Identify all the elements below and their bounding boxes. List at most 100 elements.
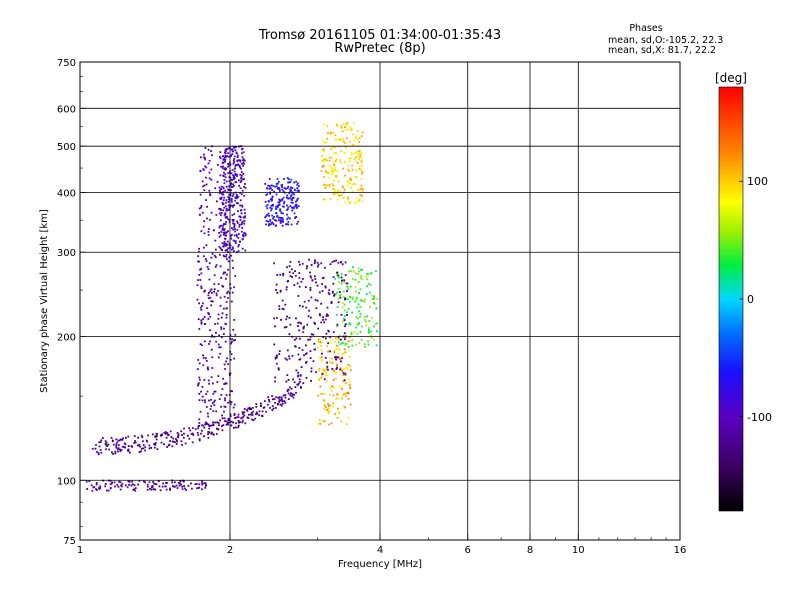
data-point [322, 140, 325, 143]
data-point [232, 219, 235, 221]
data-point [231, 148, 234, 151]
data-point [240, 193, 243, 196]
data-point [287, 197, 290, 200]
data-point [189, 429, 192, 432]
data-point [306, 323, 309, 326]
data-point [278, 350, 281, 353]
data-point [339, 191, 342, 193]
data-point [331, 183, 334, 185]
data-point [235, 422, 237, 425]
data-point [271, 189, 273, 191]
data-point [119, 450, 122, 453]
data-point [355, 326, 358, 329]
data-point [219, 219, 222, 222]
data-point [285, 288, 288, 291]
data-point [275, 185, 278, 188]
data-point [281, 400, 284, 403]
data-point [223, 196, 226, 199]
data-point [337, 341, 340, 343]
data-point [280, 398, 283, 401]
data-point [260, 404, 262, 407]
data-point [231, 390, 233, 393]
data-point [280, 220, 283, 222]
data-point [168, 443, 171, 446]
data-point [148, 444, 151, 447]
data-point [295, 180, 298, 183]
data-point [289, 323, 292, 326]
data-point [279, 219, 282, 221]
data-point [140, 450, 142, 453]
data-point [343, 309, 346, 312]
data-point [364, 298, 366, 301]
data-point [203, 156, 206, 159]
data-point [347, 298, 349, 300]
data-point [296, 187, 299, 190]
data-point [138, 443, 141, 446]
data-point [134, 489, 137, 492]
data-point [323, 158, 325, 161]
data-point [230, 237, 233, 240]
data-point [217, 313, 220, 316]
data-point [360, 184, 363, 187]
data-point [276, 274, 279, 276]
data-point [320, 321, 323, 324]
data-point [228, 185, 231, 188]
data-point [269, 220, 272, 223]
data-point [327, 314, 330, 317]
data-point [335, 368, 338, 370]
data-point [157, 480, 160, 483]
data-point [299, 304, 301, 307]
data-point [293, 338, 296, 341]
data-point [358, 168, 361, 170]
data-point [146, 488, 149, 491]
data-point [219, 265, 222, 268]
data-point [339, 338, 342, 341]
data-point [266, 203, 269, 206]
data-point [225, 242, 227, 245]
data-point [216, 181, 219, 183]
data-point [335, 192, 338, 195]
data-point [238, 225, 241, 228]
data-point [305, 376, 308, 379]
data-point [279, 273, 282, 276]
data-point [207, 234, 210, 236]
data-point [217, 422, 220, 424]
data-point [340, 194, 343, 197]
data-point [140, 447, 143, 450]
data-point [275, 362, 278, 365]
data-point [278, 219, 280, 222]
data-point [224, 420, 226, 422]
data-point [359, 194, 362, 196]
data-point [287, 280, 290, 282]
data-point [227, 260, 230, 263]
data-point [223, 271, 225, 274]
data-point [351, 168, 354, 171]
data-point [331, 385, 334, 387]
data-point [177, 433, 180, 436]
data-point [276, 291, 279, 294]
data-point [338, 334, 341, 337]
data-point [200, 308, 203, 311]
data-point [231, 291, 234, 294]
data-point [283, 178, 285, 180]
data-point [231, 194, 234, 197]
data-point [98, 488, 101, 490]
data-point [201, 302, 204, 305]
data-point [180, 430, 183, 433]
data-point [196, 298, 199, 301]
data-point [354, 278, 357, 281]
data-point [274, 356, 277, 359]
data-point [234, 173, 237, 175]
data-point [218, 346, 221, 349]
data-point [370, 272, 373, 275]
data-point [201, 180, 204, 183]
data-point [339, 159, 342, 161]
data-point [337, 193, 340, 196]
data-point [356, 317, 359, 320]
data-point [229, 177, 232, 179]
data-point [141, 440, 144, 443]
stats-line-x: mean, sd,X: 81.7, 22.2 [608, 45, 716, 56]
data-point [338, 358, 341, 360]
data-point [232, 339, 235, 342]
data-point [334, 357, 336, 360]
